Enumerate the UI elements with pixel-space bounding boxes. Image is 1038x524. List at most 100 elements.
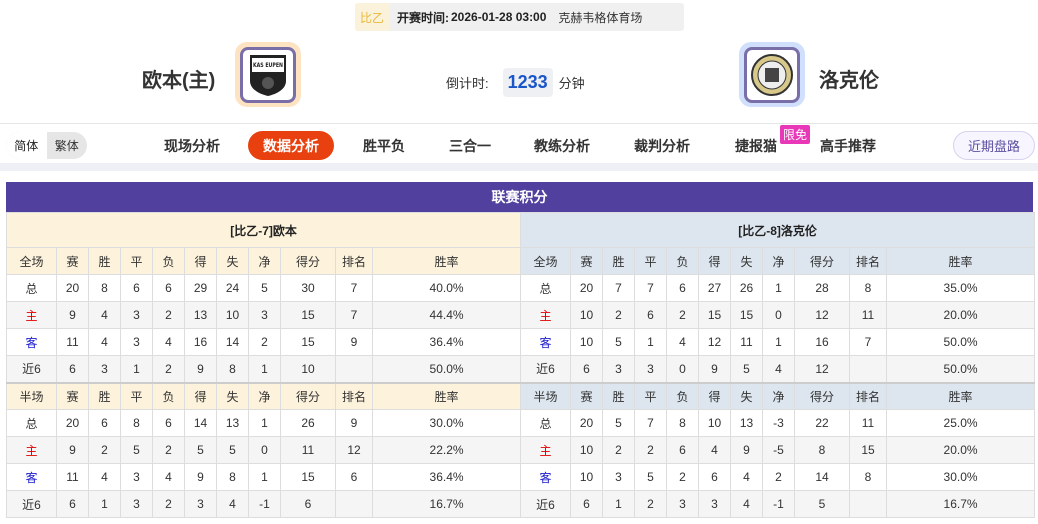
- stat-cell: 9: [698, 355, 731, 383]
- table-row: 主 9 4 3 2 13 10 3 15 7 44.4%: [6, 301, 522, 329]
- row-label: 近6: [6, 490, 57, 518]
- stat-cell: 0: [248, 436, 281, 464]
- stat-cell: 7: [634, 409, 667, 437]
- table-row: 客 11 4 3 4 9 8 1 15 6 36.4%: [6, 463, 522, 491]
- column-header: 平: [120, 381, 153, 410]
- column-header: 排名: [335, 247, 373, 275]
- tab-expert-picks[interactable]: 高手推荐: [820, 137, 876, 154]
- lang-traditional[interactable]: 繁体: [54, 139, 79, 153]
- stat-cell: 16.7%: [371, 490, 522, 518]
- free-badge: 限免: [780, 125, 811, 144]
- recent-odds-button[interactable]: 近期盘路: [953, 131, 1035, 160]
- stat-cell: 9: [730, 436, 763, 464]
- home-team-name[interactable]: 欧本(主): [142, 70, 216, 92]
- tab-coach-analysis[interactable]: 教练分析: [534, 137, 590, 154]
- away-team-name[interactable]: 洛克伦: [819, 70, 879, 92]
- column-header: 负: [666, 247, 699, 275]
- table-row: 近6 6 3 1 2 9 8 1 10 50.0%: [6, 355, 522, 383]
- stat-cell: 11: [849, 409, 887, 437]
- stat-cell: 6: [570, 355, 603, 383]
- home-team-logo[interactable]: KAS EUPEN: [235, 42, 301, 107]
- column-header: 失: [216, 381, 249, 410]
- stat-cell: 5: [602, 409, 635, 437]
- tab-win-draw-loss[interactable]: 胜平负: [363, 137, 405, 154]
- column-header: 得分: [280, 381, 336, 410]
- stat-cell: 26: [280, 409, 336, 437]
- language-toggle[interactable]: 简体 繁体: [6, 132, 87, 159]
- team-standing-header: [比乙-7]欧本: [5, 212, 522, 248]
- stat-cell: 3: [666, 490, 699, 518]
- column-header: 得: [698, 381, 731, 410]
- table-row: 近6 6 3 3 0 9 5 4 12 50.0%: [520, 355, 1036, 383]
- lokeren-crest-icon: [751, 53, 793, 96]
- stat-cell: 3: [88, 355, 121, 383]
- stat-cell: 6: [634, 301, 667, 329]
- tab-three-in-one[interactable]: 三合一: [449, 137, 491, 154]
- lang-simplified[interactable]: 简体: [6, 132, 47, 159]
- stat-cell: 6: [280, 490, 336, 518]
- stat-cell: 5: [216, 436, 249, 464]
- kas-eupen-crest-icon: KAS EUPEN: [250, 54, 286, 96]
- stat-cell: 10: [216, 301, 249, 329]
- league-tag[interactable]: 比乙: [355, 3, 389, 31]
- stat-cell: 1: [602, 490, 635, 518]
- tab-data-analysis[interactable]: 数据分析: [248, 131, 334, 160]
- kickoff-time: 2026-01-28 03:00: [451, 10, 547, 24]
- stat-cell: 7: [849, 328, 887, 356]
- stat-cell: 3: [698, 490, 731, 518]
- column-header-row: 全场赛胜平负得失净得分 排名 胜率: [520, 247, 1036, 275]
- stat-cell: 1: [634, 328, 667, 356]
- stat-cell: [849, 355, 887, 383]
- away-team-logo[interactable]: [739, 42, 805, 107]
- nav-bar: 简体 繁体 现场分析 数据分析 胜平负 三合一 教练分析 裁判分析 捷报猫 限免…: [0, 123, 1038, 163]
- stat-cell: 8: [120, 409, 153, 437]
- column-header: 平: [120, 247, 153, 275]
- column-header: 胜率: [371, 247, 522, 275]
- column-header: 得: [698, 247, 731, 275]
- stat-cell: 3: [602, 355, 635, 383]
- column-header: 得: [184, 247, 217, 275]
- stat-cell: 10: [570, 436, 603, 464]
- stat-cell: 13: [184, 301, 217, 329]
- table-row: 总 20 8 6 6 29 24 5 30 7 40.0%: [6, 274, 522, 302]
- column-header: 胜: [602, 381, 635, 410]
- row-label: 主: [6, 436, 57, 464]
- stat-cell: 16.7%: [885, 490, 1036, 518]
- stat-cell: 2: [152, 490, 185, 518]
- stat-cell: 8: [849, 274, 887, 302]
- stat-cell: 16: [184, 328, 217, 356]
- stat-cell: 5: [794, 490, 850, 518]
- column-header-row: 全场赛胜平负得失净得分 排名 胜率: [6, 247, 522, 275]
- stat-cell: 0: [762, 301, 795, 329]
- stat-cell: 2: [762, 463, 795, 491]
- stat-cell: 5: [634, 463, 667, 491]
- stat-cell: 29: [184, 274, 217, 302]
- away-standings-table: [比乙-8]洛克伦 全场赛胜平负得失净得分 排名 胜率总 20 7 7 6 27 26 1 28 8 35…: [519, 212, 1036, 518]
- stat-cell: 6: [666, 274, 699, 302]
- stat-cell: -1: [762, 490, 795, 518]
- stat-cell: 5: [602, 328, 635, 356]
- stat-cell: 13: [216, 409, 249, 437]
- stat-cell: 6: [120, 274, 153, 302]
- stat-cell: 44.4%: [371, 301, 522, 329]
- stat-cell: 8: [794, 436, 850, 464]
- stat-cell: 3: [184, 490, 217, 518]
- stat-cell: 14: [794, 463, 850, 491]
- stat-cell: 30.0%: [371, 409, 522, 437]
- tab-jiebaomao[interactable]: 捷报猫: [735, 137, 777, 154]
- stat-cell: 7: [335, 274, 373, 302]
- tab-live-analysis[interactable]: 现场分析: [164, 137, 220, 154]
- kickoff-label: 开赛时间:: [397, 10, 449, 25]
- stat-cell: 5: [120, 436, 153, 464]
- stat-cell: 6: [666, 436, 699, 464]
- tab-referee-analysis[interactable]: 裁判分析: [634, 137, 690, 154]
- stat-cell: 16: [794, 328, 850, 356]
- table-row: 主 10 2 2 6 4 9 -5 8 15 20.0%: [520, 436, 1036, 464]
- home-standings-table: [比乙-7]欧本 全场赛胜平负得失净得分 排名 胜率总 20 8 6 6 29 24 5 30 7 40.…: [5, 212, 522, 518]
- column-header: 失: [730, 381, 763, 410]
- stat-cell: 10: [570, 301, 603, 329]
- stat-cell: 4: [152, 463, 185, 491]
- countdown: 倒计时: 1233 分钟: [446, 68, 585, 97]
- column-header: 得分: [280, 247, 336, 275]
- team-standing-header: [比乙-8]洛克伦: [519, 212, 1036, 248]
